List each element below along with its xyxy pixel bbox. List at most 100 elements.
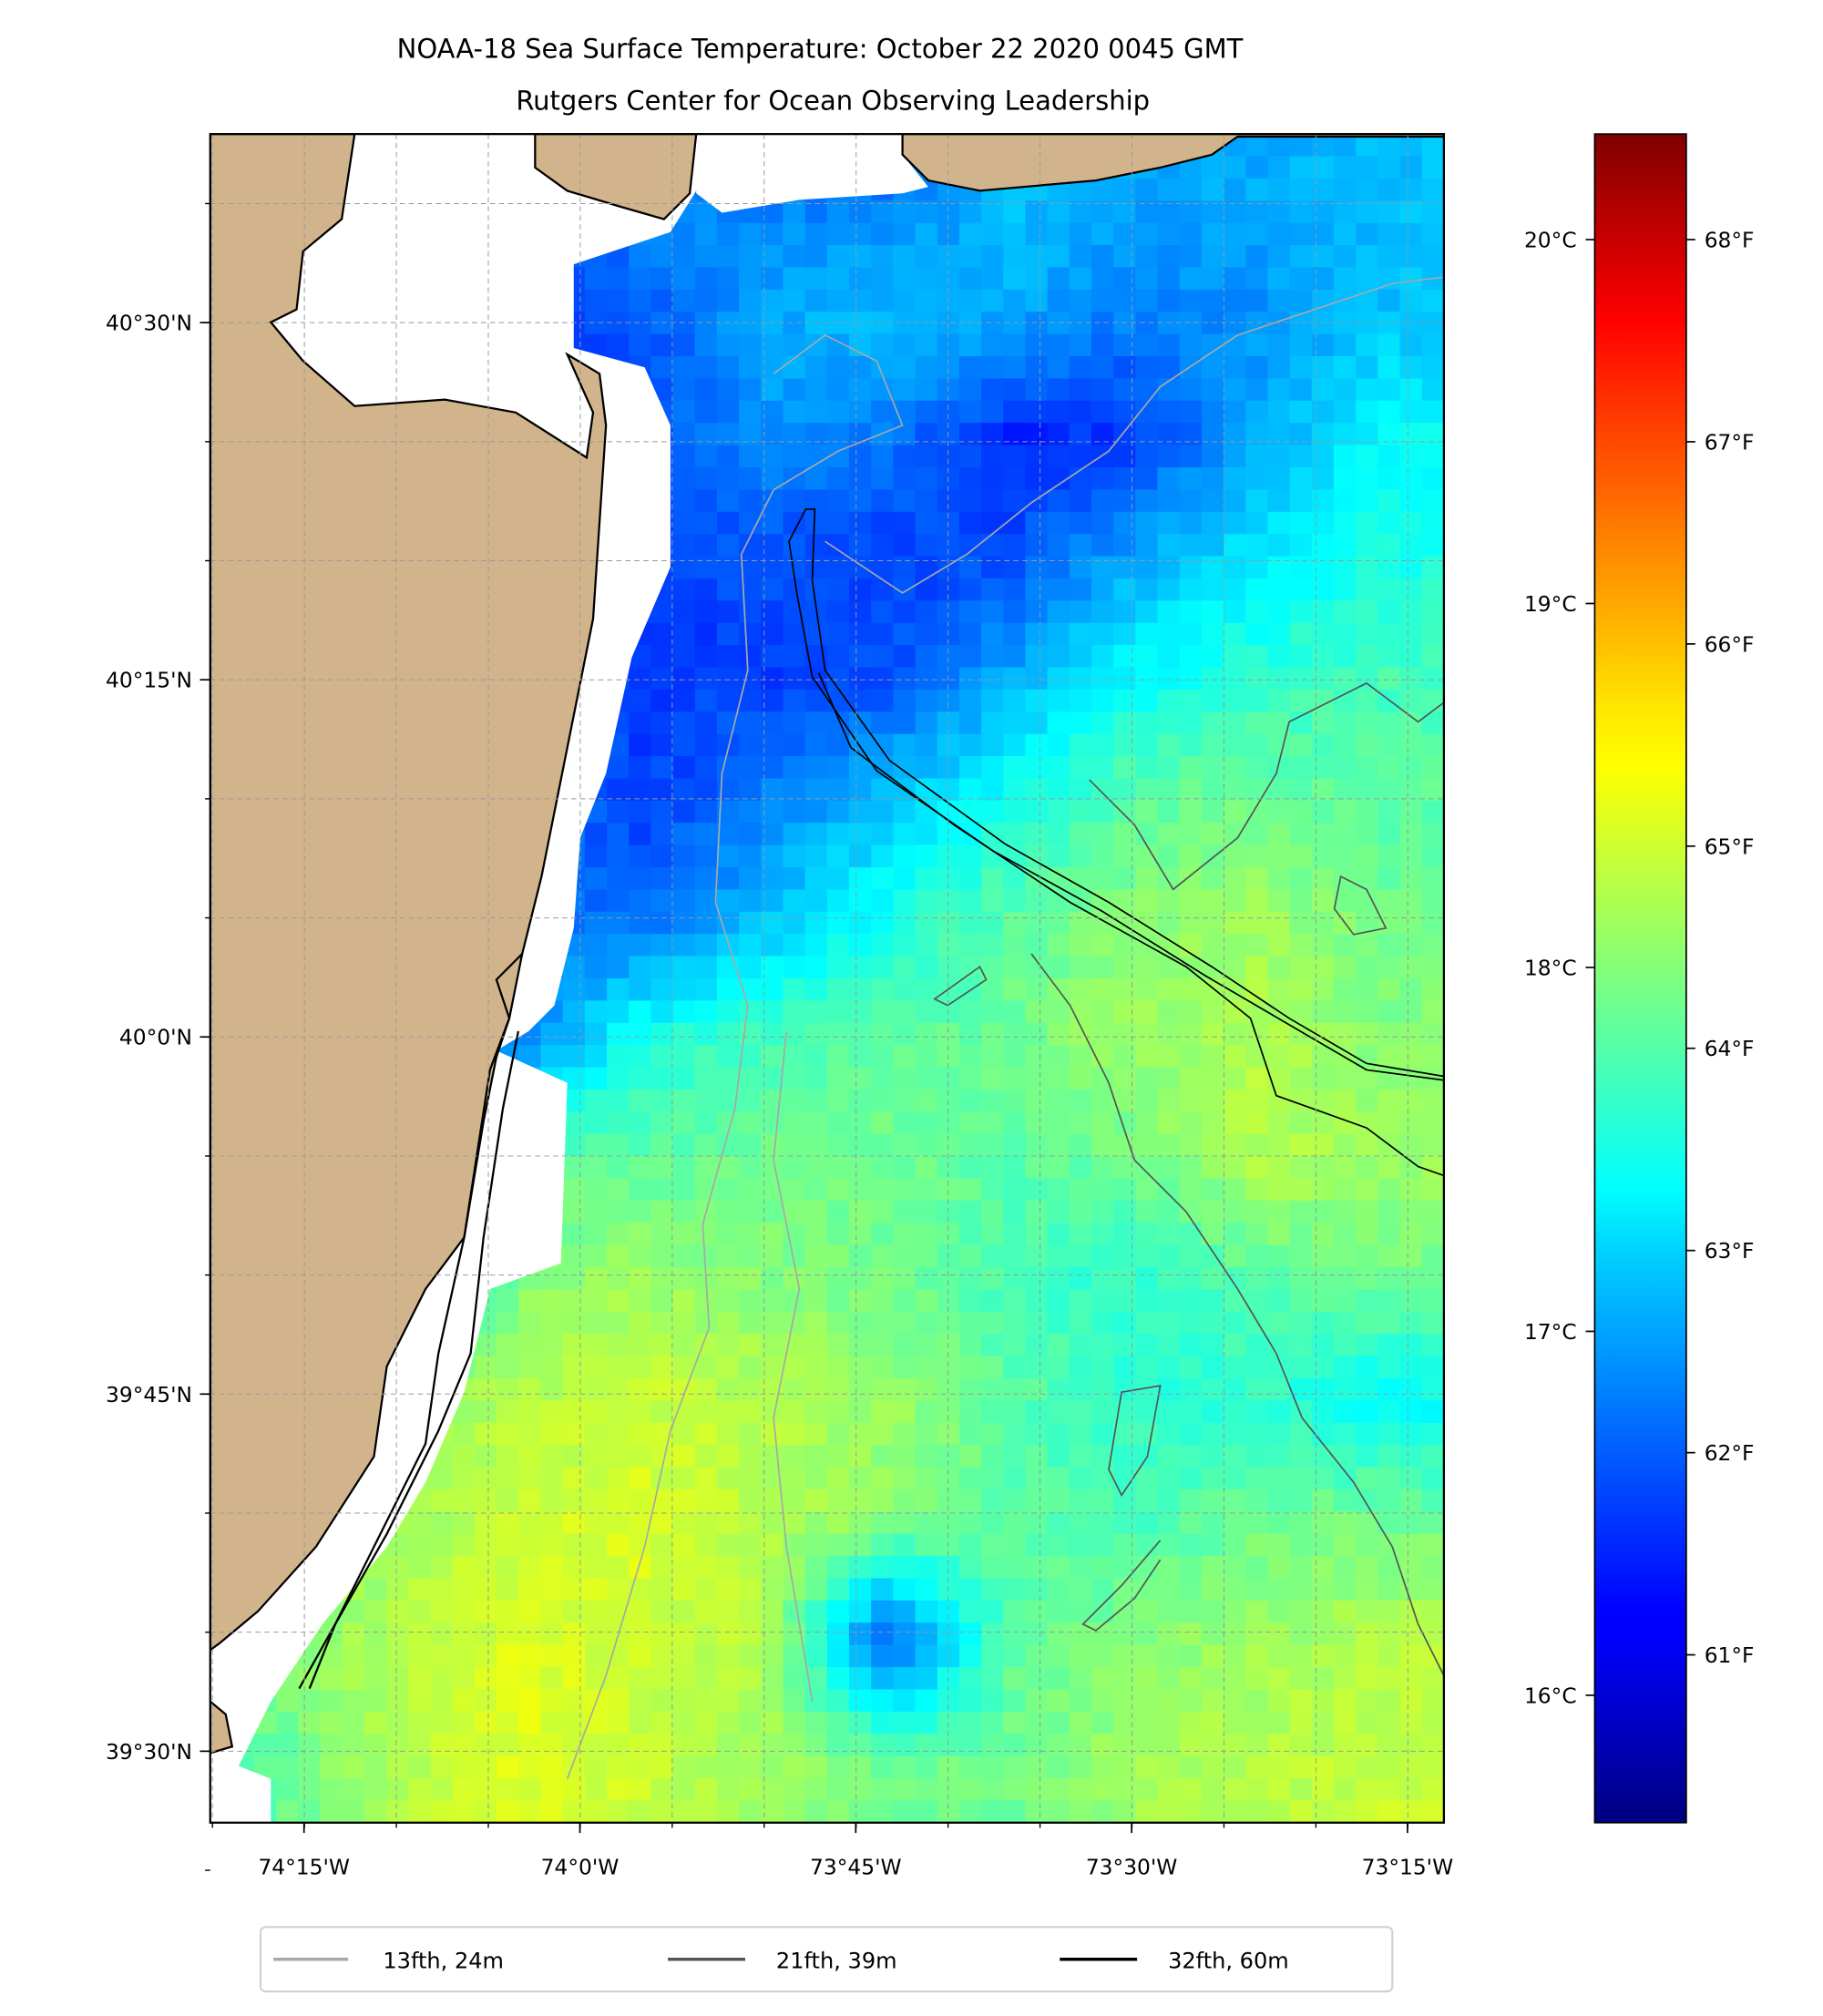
sst-cell xyxy=(1025,1089,1049,1113)
sst-cell xyxy=(1179,1777,1203,1802)
sst-cell xyxy=(1003,1045,1027,1069)
sst-cell xyxy=(937,1244,960,1268)
sst-cell xyxy=(1003,1111,1027,1135)
sst-cell xyxy=(1091,889,1115,913)
sst-cell xyxy=(1399,511,1423,536)
sst-cell xyxy=(981,1533,1005,1557)
sst-cell xyxy=(1399,200,1423,224)
sst-cell xyxy=(804,312,828,335)
sst-cell xyxy=(1025,1422,1049,1446)
sst-cell xyxy=(739,1267,763,1291)
sst-cell xyxy=(849,622,873,646)
barrier-island-outline xyxy=(308,1030,520,1690)
sst-cell xyxy=(739,911,763,936)
sst-cell xyxy=(1157,1089,1181,1113)
sst-cell xyxy=(562,1800,586,1823)
sst-cell xyxy=(915,1644,938,1668)
sst-cell xyxy=(1421,600,1444,624)
sst-cell xyxy=(1267,356,1291,380)
sst-cell xyxy=(584,1755,608,1779)
sst-cell xyxy=(893,1377,917,1402)
sst-cell xyxy=(1311,556,1335,579)
sst-cell xyxy=(937,1711,960,1735)
sst-cell xyxy=(1069,466,1092,491)
sst-cell xyxy=(1377,423,1401,446)
sst-cell xyxy=(1267,1045,1291,1069)
sst-cell xyxy=(915,1422,938,1446)
sst-cell xyxy=(1091,823,1115,846)
sst-cell xyxy=(893,934,917,957)
sst-cell xyxy=(915,1200,938,1224)
sst-cell xyxy=(1333,423,1357,446)
sst-cell xyxy=(1201,1267,1224,1291)
sst-cell xyxy=(1356,1467,1379,1490)
sst-cell xyxy=(1224,1667,1247,1691)
sst-cell xyxy=(607,977,630,1002)
sst-cell xyxy=(1356,1777,1379,1802)
sst-cell xyxy=(1245,1200,1269,1224)
sst-cell xyxy=(650,733,674,757)
sst-cell xyxy=(958,844,982,868)
sst-cell xyxy=(716,1556,740,1580)
sst-cell xyxy=(694,778,718,802)
sst-cell xyxy=(629,956,652,979)
sst-cell xyxy=(1201,534,1224,558)
sst-cell xyxy=(607,800,630,824)
sst-cell xyxy=(1224,911,1247,936)
sst-cell xyxy=(629,800,652,824)
sst-cell xyxy=(804,1489,828,1513)
sst-cell xyxy=(497,1334,520,1357)
sst-cell xyxy=(958,556,982,579)
sst-cell xyxy=(871,934,895,957)
sst-cell xyxy=(804,1644,828,1668)
sst-cell xyxy=(629,1111,652,1135)
sst-cell xyxy=(1377,178,1401,202)
sst-cell xyxy=(1025,333,1049,357)
sst-cell xyxy=(826,200,850,224)
sst-cell xyxy=(893,1533,917,1557)
sst-cell xyxy=(1003,1289,1027,1313)
sst-cell xyxy=(1311,1644,1335,1668)
sst-cell xyxy=(849,1244,873,1268)
contour-24m xyxy=(773,1030,814,1702)
sst-cell xyxy=(826,1556,850,1580)
sst-cell xyxy=(408,1689,432,1713)
sst-cell xyxy=(1069,667,1092,691)
sst-cell xyxy=(430,1777,454,1802)
sst-cell xyxy=(1356,1377,1379,1402)
sst-cell xyxy=(981,333,1005,357)
sst-cell xyxy=(1377,1356,1401,1379)
colorbar-celsius-label: 20°C xyxy=(1524,227,1577,252)
sst-cell xyxy=(871,867,895,891)
sst-cell xyxy=(1069,400,1092,425)
sst-cell xyxy=(1356,1022,1379,1046)
sst-cell xyxy=(1399,1644,1423,1668)
sst-cell xyxy=(739,378,763,402)
sst-cell xyxy=(981,1133,1005,1157)
sst-cell xyxy=(1267,1644,1291,1668)
sst-cell xyxy=(871,1022,895,1046)
sst-cell xyxy=(871,600,895,624)
sst-cell xyxy=(893,1489,917,1513)
sst-cell xyxy=(1003,711,1027,735)
sst-cell xyxy=(893,1267,917,1291)
sst-cell xyxy=(1421,1711,1444,1735)
sst-cell xyxy=(1267,956,1291,979)
sst-cell xyxy=(739,1467,763,1490)
sst-cell xyxy=(1289,1133,1313,1157)
colorbar-fahrenheit-label: 61°F xyxy=(1705,1642,1755,1668)
sst-cell xyxy=(1421,356,1444,380)
sst-cell xyxy=(1421,911,1444,936)
sst-cell xyxy=(915,1600,938,1624)
sst-cell xyxy=(1157,1689,1181,1713)
sst-cell xyxy=(739,333,763,357)
sst-cell xyxy=(562,1377,586,1402)
sst-cell xyxy=(1245,645,1269,669)
sst-cell xyxy=(1091,245,1115,269)
sst-cell xyxy=(915,1022,938,1046)
sst-cell xyxy=(958,511,982,536)
sst-cell xyxy=(1224,711,1247,735)
sst-cell xyxy=(783,844,806,868)
sst-cell xyxy=(364,1600,388,1624)
sst-cell xyxy=(1157,1178,1181,1202)
